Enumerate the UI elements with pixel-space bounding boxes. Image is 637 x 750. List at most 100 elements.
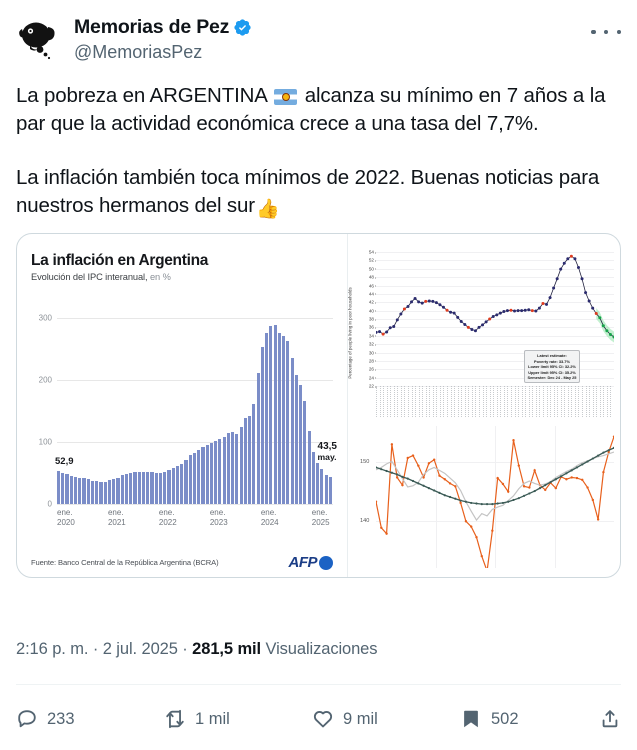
data-point [433,489,436,492]
name-row: Memorias de Pez [74,15,621,39]
bar [235,433,239,504]
x-tick-month: ene. [311,508,328,517]
bar [311,451,315,504]
bar [226,433,230,504]
grid-line [376,327,614,329]
data-point [560,475,563,478]
data-point [502,309,506,313]
data-point [390,471,393,474]
x-tick-label [521,386,523,418]
data-point [427,487,430,490]
data-point [438,303,442,307]
data-point [566,257,570,261]
bar [90,481,95,504]
latest-estimate-tooltip: Latest estimate: Poverty rate: 33.7% Lower… [523,350,581,384]
bar [260,346,264,504]
bookmark-button[interactable]: 502 [460,708,580,730]
media-card[interactable]: La inflación en Argentina Evolución del … [16,233,621,578]
x-tick-label [546,386,548,418]
more-options-button[interactable] [591,22,621,42]
bar [95,480,99,504]
data-point [399,312,403,316]
afp-logo: AFP [289,554,333,571]
avatar[interactable] [16,16,62,62]
bar [286,341,290,504]
retweet-count: 1 mil [195,710,230,728]
display-name[interactable]: Memorias de Pez [74,16,230,38]
data-point [591,306,595,310]
more-dot [591,29,596,35]
x-tick-label [571,386,573,418]
bar [231,432,235,504]
x-tick-year: 2020 [57,518,75,527]
x-tick-label [507,386,509,418]
grid-line [376,252,614,253]
data-point [584,291,588,295]
data-point [522,485,526,488]
data-point [612,435,614,438]
heart-icon [313,711,333,728]
retweet-button[interactable]: 1 mil [164,708,312,730]
y-tick-label: 40 [368,308,378,314]
grid-line [376,360,614,362]
x-tick-label: ene. 2021 [108,508,126,528]
x-tick-label [422,386,424,418]
x-tick-label [564,386,566,418]
bar [103,481,107,504]
bar [269,325,273,504]
data-point [608,332,612,336]
x-tick-label: ene. 2022 [159,508,177,528]
more-dot [603,29,609,35]
x-tick-label [528,386,530,418]
bar [137,472,141,504]
y-tick-label: 36 [368,324,378,330]
like-button[interactable]: 9 mil [312,708,460,730]
bar [154,472,158,504]
data-point [380,468,383,471]
data-point [481,323,485,327]
x-tick-label [589,386,591,418]
grid-line [376,260,614,262]
bar [180,464,184,504]
y-tick-label: 28 [368,358,378,364]
bookmark-icon [464,710,478,728]
account-handle[interactable]: @MemoriasPez [74,42,203,62]
x-tick-label [518,386,520,418]
grid-line [376,369,614,371]
data-point [507,490,510,493]
views-count: 281,5 mil [192,640,261,658]
poverty-y-axis-label: Percentage of people living in poor hous… [347,287,353,379]
data-point [513,309,517,313]
data-point [607,449,610,452]
x-tick-month: ene. [260,508,277,517]
data-point [597,454,600,457]
bar [222,436,226,504]
share-button[interactable] [599,708,621,730]
bar [324,474,328,504]
data-point [596,518,600,521]
data-point [438,491,441,494]
data-point [410,300,414,304]
y-tick-label: 30 [368,350,378,355]
poverty-line-series [376,254,614,343]
data-point [496,502,499,505]
data-point [396,473,399,476]
x-tick-label [443,386,445,418]
reply-button[interactable]: 233 [16,708,164,730]
x-tick-label [557,386,559,418]
x-tick-label [603,386,605,418]
data-point [598,316,602,320]
data-point [380,526,383,529]
data-point [480,503,483,506]
data-point [401,475,404,478]
x-tick-label [489,386,491,418]
more-dot [616,29,621,35]
grid-line [376,285,614,287]
bar [116,477,120,504]
data-point [491,503,494,506]
card-divider [347,234,348,577]
data-point [534,309,538,313]
data-point [512,439,515,442]
y-tick-label: 300 [38,313,52,323]
data-point [612,335,614,339]
